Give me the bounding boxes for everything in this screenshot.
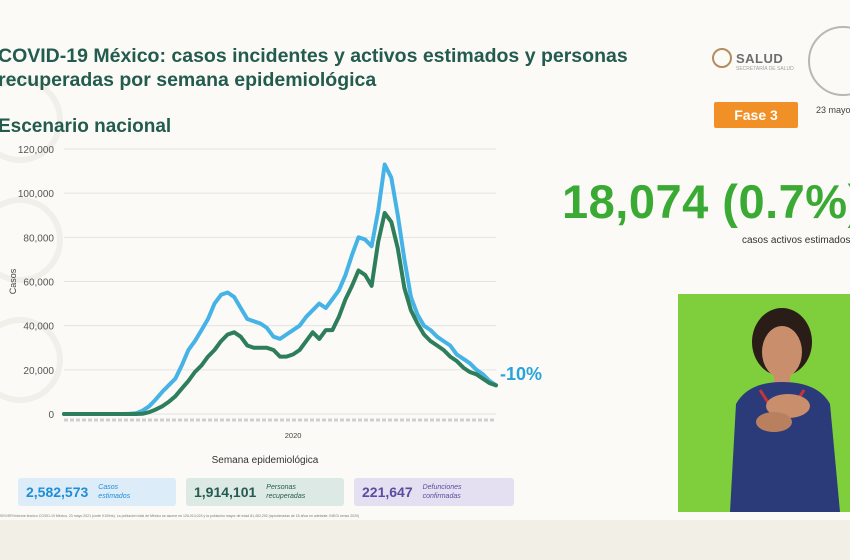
change-annotation: -10% (500, 364, 543, 384)
seal-icon (808, 26, 850, 96)
summary-recovered: 1,914,101 Personas recuperadas (186, 478, 344, 506)
footnote: SISVER/Informe técnico COVID-19 México, … (0, 514, 360, 518)
summary-label: Personas recuperadas (266, 484, 306, 500)
background-ornament (0, 77, 63, 403)
salud-logo: SALUD (712, 48, 783, 68)
scenario-subtitle: Escenario nacional (0, 116, 172, 137)
phase-badge: Fase 3 (714, 102, 798, 128)
series-line-estimated-active (62, 211, 498, 416)
x-tick-label: 2020 (285, 431, 302, 440)
sign-language-interpreter-video (678, 294, 850, 512)
summary-value: 221,647 (362, 484, 413, 500)
y-tick-label: 60,000 (23, 278, 54, 289)
summary-value: 2,582,573 (26, 484, 89, 500)
logo-subtext: SECRETARÍA DE SALUD (736, 66, 794, 72)
x-axis-label: Semana epidemiológica (212, 455, 319, 466)
summary-label: Casos estimados (98, 484, 131, 500)
report-date: 23 mayo 2021 (816, 105, 850, 115)
logo-text: SALUD (736, 50, 784, 66)
y-axis-label: Casos (8, 268, 18, 294)
summary-boxes: 2,582,573 Casos estimados 1,914,101 Perso… (18, 478, 514, 506)
y-tick-label: 0 (48, 410, 54, 421)
y-tick-label: 120,000 (18, 145, 55, 156)
y-tick-label: 80,000 (23, 233, 54, 244)
cases-line-chart: 0 20,000 40,000 60,000 80,000 100,000 120,000 2… (8, 145, 498, 466)
interpreter-figure (678, 294, 850, 512)
summary-deaths: 221,647 Defunciones confirmadas (354, 478, 514, 506)
active-cases-label: casos activos estimados (742, 235, 850, 246)
summary-estimated-cases: 2,582,573 Casos estimados (18, 478, 176, 506)
y-tick-label: 100,000 (18, 189, 55, 200)
slide: COVID-19 México: casos incidentes y acti… (0, 0, 850, 520)
summary-value: 1,914,101 (194, 484, 257, 500)
active-cases-value: 18,074 (0.7%) (562, 175, 850, 228)
eagle-emblem-icon (712, 48, 732, 68)
bottom-strip (0, 520, 850, 560)
y-tick-label: 40,000 (23, 322, 54, 333)
page-title: COVID-19 México: casos incidentes y acti… (0, 45, 628, 91)
summary-label: Defunciones confirmadas (422, 484, 462, 500)
series-line-estimated-incident (62, 162, 498, 416)
y-tick-label: 20,000 (23, 366, 54, 377)
